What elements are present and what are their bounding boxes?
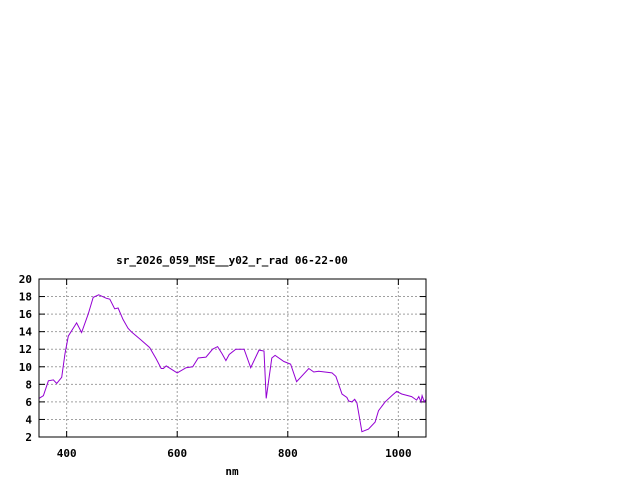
x-tick-label: 800 bbox=[278, 447, 298, 460]
y-tick-label: 10 bbox=[19, 361, 32, 374]
x-tick-label: 600 bbox=[167, 447, 187, 460]
y-tick-label: 6 bbox=[25, 396, 32, 409]
ticks: 2 4 6 8 10 12 14 16 18 20 400 600 800 1000 bbox=[19, 273, 426, 460]
y-tick-label: 8 bbox=[25, 378, 32, 391]
y-tick-label: 14 bbox=[19, 326, 33, 339]
y-tick-label: 20 bbox=[19, 273, 32, 286]
y-tick-label: 2 bbox=[25, 431, 32, 444]
y-tick-label: 4 bbox=[25, 413, 32, 426]
grid bbox=[39, 279, 426, 437]
y-tick-label: 16 bbox=[19, 308, 33, 321]
y-tick-label: 18 bbox=[19, 291, 32, 304]
series-line bbox=[38, 294, 427, 433]
x-tick-label: 1000 bbox=[385, 447, 412, 460]
x-axis-label: nm bbox=[225, 465, 239, 478]
x-tick-label: 400 bbox=[57, 447, 77, 460]
plot-frame bbox=[38, 278, 427, 438]
chart-title: sr_2026_059_MSE__y02_r_rad 06-22-00 bbox=[116, 254, 348, 267]
y-tick-label: 12 bbox=[19, 343, 32, 356]
